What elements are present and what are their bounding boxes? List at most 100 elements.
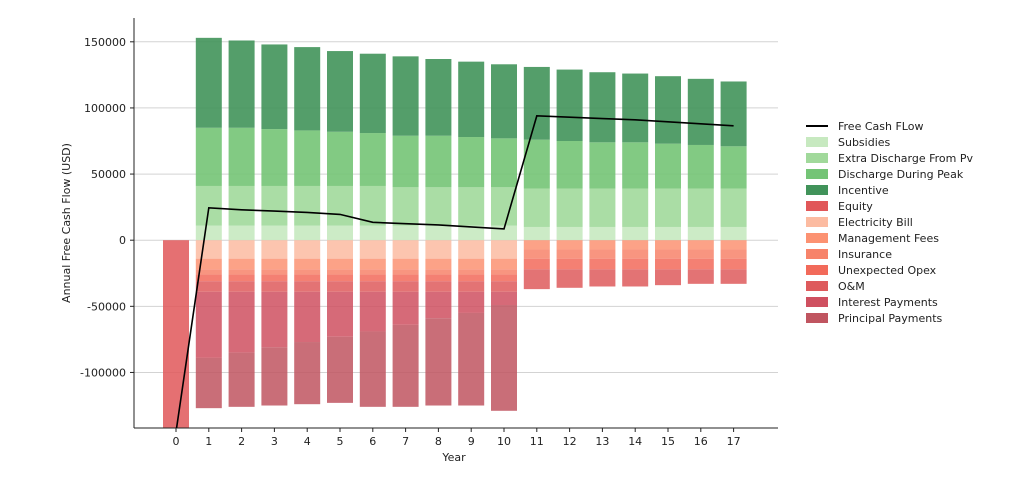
legend-swatch [806,313,828,323]
bar-extra-discharge-from-pv [425,187,452,226]
bar-incentive [359,53,386,134]
bar-subsidies [294,225,321,241]
legend-swatch [806,153,828,163]
x-tick-label: 9 [468,435,475,448]
legend-swatch [806,185,828,195]
bar-o-m [228,281,255,292]
bar-interest-payments [491,291,517,305]
bar-management-fees [294,258,321,270]
legend-label: Free Cash FLow [838,119,924,133]
x-tick-label: 5 [337,435,344,448]
bar-insurance [425,269,452,275]
bar-o-m [261,281,288,292]
bar-discharge-during-peak [556,141,583,189]
bar-unexpected-opex [556,258,583,270]
bar-unexpected-opex [622,258,649,270]
bar-unexpected-opex [491,274,517,282]
bar-principal-payments [195,357,222,409]
bar-unexpected-opex [425,274,452,282]
bar-insurance [687,249,714,259]
bar-unexpected-opex [458,274,485,282]
bar-management-fees [392,258,419,270]
bar-o-m [655,269,681,286]
x-tick-label: 3 [271,435,278,448]
legend-item: Interest Payments [806,294,973,310]
bar-extra-discharge-from-pv [228,185,255,226]
bar-electricity-bill [261,240,288,259]
bar-subsidies [687,226,714,241]
bar-insurance [556,249,583,259]
legend-item: Management Fees [806,230,973,246]
x-tick-label: 14 [628,435,642,448]
bar-extra-discharge-from-pv [359,185,386,226]
bar-insurance [458,269,485,275]
bar-management-fees [491,258,517,270]
bar-principal-payments [359,331,386,407]
x-tick-label: 15 [661,435,675,448]
bar-discharge-during-peak [392,135,419,188]
x-tick-label: 17 [727,435,741,448]
bar-management-fees [195,258,222,270]
x-tick-label: 2 [238,435,245,448]
bar-principal-payments [491,305,517,411]
legend-item: Discharge During Peak [806,166,973,182]
bar-interest-payments [425,291,452,319]
bar-extra-discharge-from-pv [687,188,714,227]
bar-insurance [622,249,649,259]
legend-label: Discharge During Peak [838,167,964,181]
x-tick-label: 12 [563,435,577,448]
bar-electricity-bill [359,240,386,259]
legend-item: Subsidies [806,134,973,150]
bar-principal-payments [294,342,321,405]
bar-unexpected-opex [589,258,616,270]
bar-management-fees [359,258,386,270]
bar-discharge-during-peak [720,146,747,189]
bar-unexpected-opex [655,258,681,270]
bar-incentive [655,76,681,144]
bar-management-fees [556,240,583,250]
bar-insurance [228,269,255,275]
x-tick-label: 0 [173,435,180,448]
bar-o-m [687,269,714,284]
x-tick-label: 1 [205,435,212,448]
legend-label: Insurance [838,247,892,261]
bar-discharge-during-peak [687,144,714,189]
y-tick-label: -50000 [87,300,126,313]
bar-extra-discharge-from-pv [261,185,288,226]
bar-discharge-during-peak [622,142,649,189]
bar-incentive [261,44,288,130]
bar-interest-payments [359,291,386,332]
bar-o-m [458,281,485,292]
bar-principal-payments [392,324,419,407]
bar-incentive [523,66,550,140]
bar-subsidies [261,225,288,241]
bar-principal-payments [425,318,452,406]
bar-subsidies [359,225,386,241]
legend-label: Equity [838,199,873,213]
bar-o-m [392,281,419,292]
legend-item: Unexpected Opex [806,262,973,278]
bar-management-fees [720,240,747,250]
bar-o-m [327,281,353,292]
bar-unexpected-opex [195,274,222,282]
legend-item: Principal Payments [806,310,973,326]
bar-management-fees [622,240,649,250]
bar-unexpected-opex [327,274,353,282]
bar-interest-payments [195,291,222,358]
y-axis-title: Annual Free Cash Flow (USD) [60,143,73,303]
bar-incentive [458,61,485,138]
bar-unexpected-opex [261,274,288,282]
bar-insurance [195,269,222,275]
bar-o-m [359,281,386,292]
bar-electricity-bill [491,240,517,259]
x-tick-label: 16 [694,435,708,448]
bar-subsidies [556,226,583,241]
bar-extra-discharge-from-pv [327,185,353,226]
legend-swatch [806,249,828,259]
legend-swatch [806,297,828,307]
legend-swatch [806,265,828,275]
bar-interest-payments [327,291,353,337]
y-tick-label: 50000 [91,168,126,181]
bar-unexpected-opex [359,274,386,282]
bar-incentive [720,81,747,147]
